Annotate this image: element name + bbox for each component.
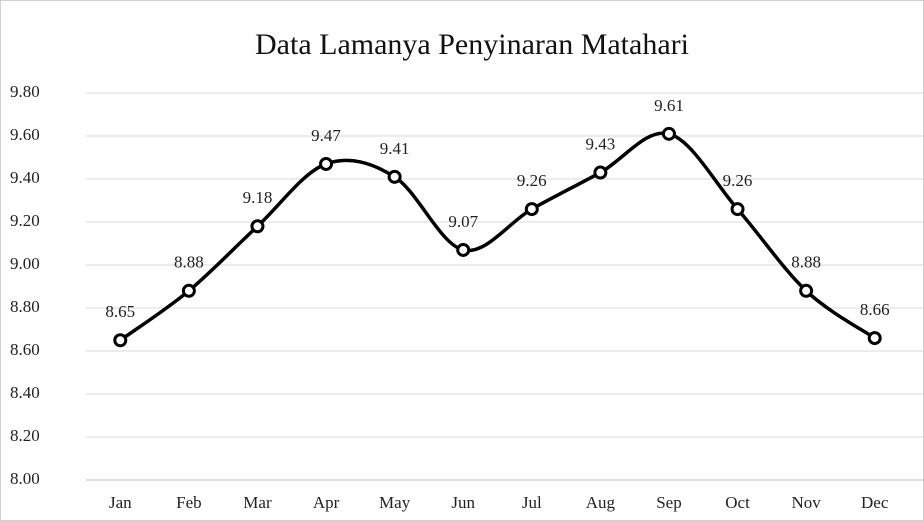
y-tick-label: 9.80 <box>10 82 40 101</box>
x-tick-label: Jun <box>451 493 475 512</box>
x-tick-label: Mar <box>243 493 272 512</box>
x-tick-label: Oct <box>725 493 750 512</box>
data-label: 9.07 <box>448 212 478 231</box>
marker <box>661 126 676 141</box>
data-label: 9.26 <box>517 171 547 190</box>
y-tick-label: 9.60 <box>10 125 40 144</box>
y-tick-label: 8.40 <box>10 383 40 402</box>
x-tick-label: Sep <box>656 493 682 512</box>
data-label: 8.66 <box>860 300 890 319</box>
x-tick-label: Apr <box>313 493 340 512</box>
marker <box>319 156 334 171</box>
y-tick-label: 9.40 <box>10 168 40 187</box>
x-tick-label: Jul <box>522 493 542 512</box>
marker <box>799 283 814 298</box>
x-tick-label: Aug <box>586 493 616 512</box>
y-tick-label: 9.20 <box>10 211 40 230</box>
x-tick-label: Jan <box>109 493 132 512</box>
data-label: 8.88 <box>174 253 204 272</box>
y-tick-label: 8.20 <box>10 426 40 445</box>
x-tick-label: Nov <box>791 493 821 512</box>
data-label: 9.26 <box>723 171 753 190</box>
data-label: 9.47 <box>311 126 341 145</box>
x-tick-label: Dec <box>861 493 889 512</box>
marker <box>113 333 128 348</box>
marker <box>730 202 745 217</box>
data-label: 9.61 <box>654 96 684 115</box>
chart-title: Data Lamanya Penyinaran Matahari <box>255 28 689 61</box>
marker <box>250 219 265 234</box>
data-label: 8.65 <box>105 302 135 321</box>
x-tick-label: May <box>379 493 411 512</box>
marker <box>181 283 196 298</box>
marker <box>387 169 402 184</box>
y-tick-label: 8.00 <box>10 469 40 488</box>
data-label: 9.43 <box>586 134 616 153</box>
data-label: 8.88 <box>791 253 821 272</box>
marker <box>524 202 539 217</box>
y-tick-label: 9.00 <box>10 254 40 273</box>
y-tick-label: 8.60 <box>10 340 40 359</box>
marker <box>867 331 882 346</box>
data-label: 9.18 <box>243 188 273 207</box>
data-label: 9.41 <box>380 139 410 158</box>
marker <box>593 165 608 180</box>
marker <box>456 242 471 257</box>
x-tick-label: Feb <box>176 493 202 512</box>
line <box>119 131 876 342</box>
y-tick-label: 8.80 <box>10 297 40 316</box>
